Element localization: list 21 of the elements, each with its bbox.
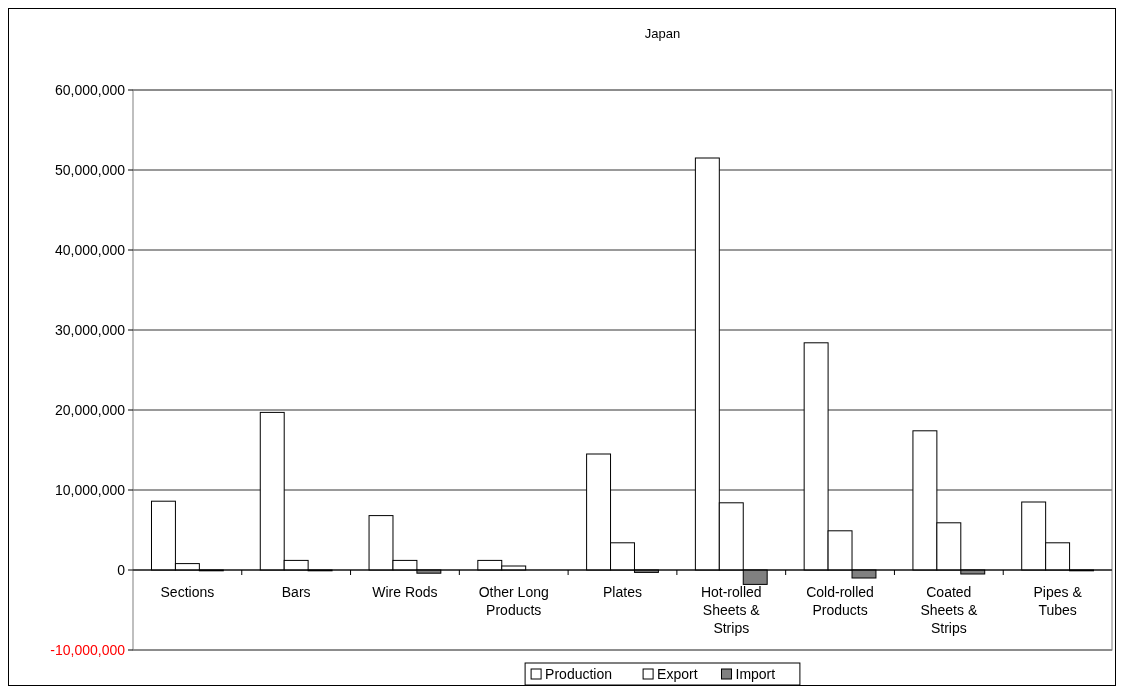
x-tick-label: Bars [281, 584, 311, 600]
y-tick-label: 20,000,000 [54, 401, 126, 418]
y-tick-label: 60,000,000 [54, 81, 126, 98]
x-tick-label: Hot-rolled Sheets & Strips [700, 584, 762, 636]
y-tick-label: 40,000,000 [54, 241, 126, 258]
x-tick-label: Cold-rolled Products [806, 584, 874, 618]
chart-title: Japan [644, 26, 681, 41]
x-tick-label: Other Long Products [478, 584, 549, 618]
legend-label: Import [735, 665, 776, 682]
y-tick-label: -10,000,000 [50, 641, 126, 658]
y-tick-label: 0 [117, 561, 126, 578]
x-tick-label: Coated Sheets & Strips [920, 584, 978, 636]
y-tick-label: 30,000,000 [54, 321, 126, 338]
y-tick-label: 10,000,000 [54, 481, 126, 498]
legend-label: Production [545, 665, 613, 682]
y-tick-label: 50,000,000 [54, 161, 126, 178]
x-tick-label: Pipes & Tubes [1033, 584, 1083, 618]
x-tick-label: Plates [603, 584, 642, 600]
x-tick-label: Wire Rods [372, 584, 438, 600]
legend-label: Export [657, 665, 698, 682]
x-tick-label: Sections [160, 584, 215, 600]
